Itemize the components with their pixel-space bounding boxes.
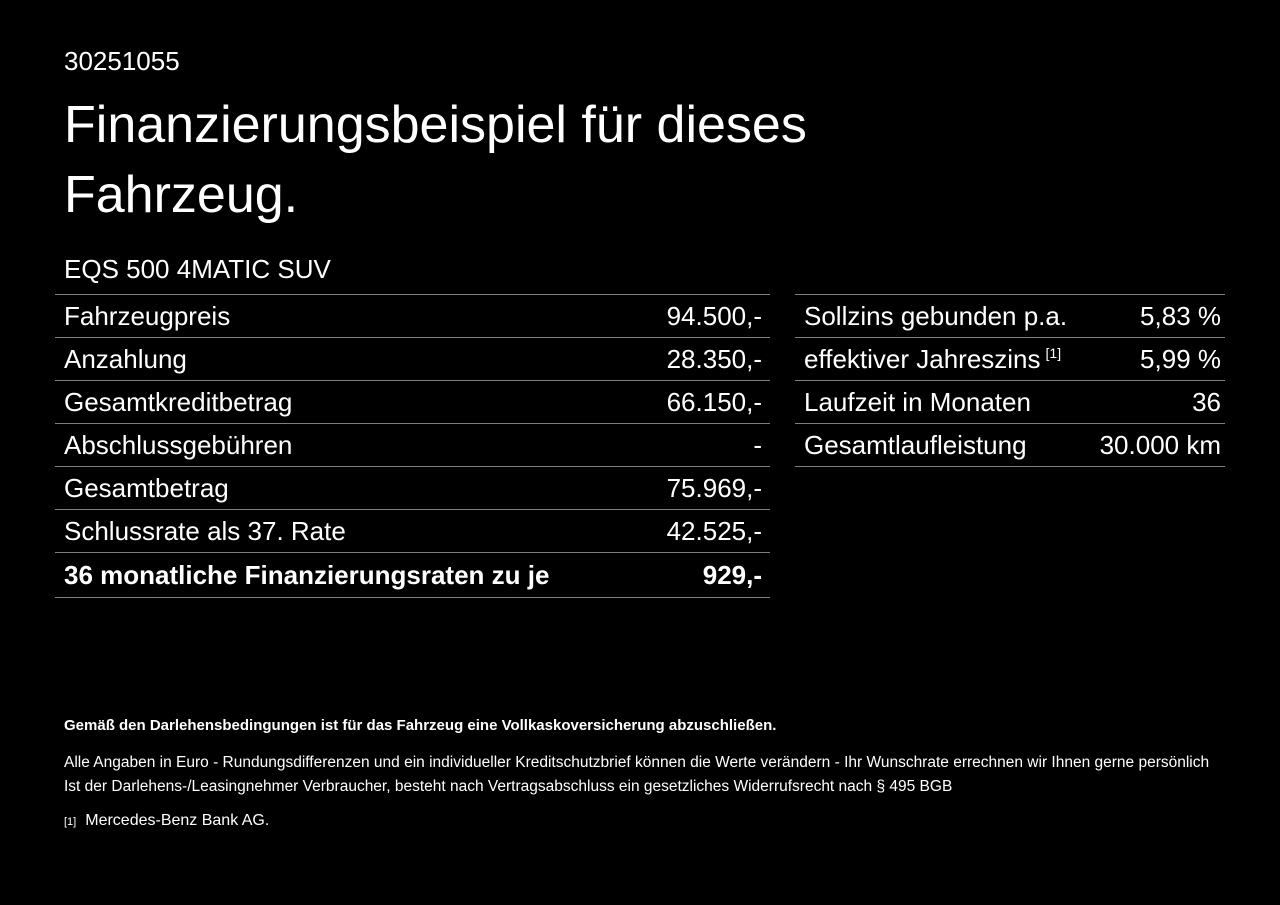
row-label: Schlussrate als 37. Rate (64, 515, 346, 546)
row-value: 36 (1192, 386, 1221, 417)
footnote-marker: [1] (64, 816, 77, 828)
insurance-note: Gemäß den Darlehensbedingungen ist für d… (64, 717, 777, 734)
table-row: Anzahlung 28.350,- (55, 337, 770, 381)
table-row: Gesamtlaufleistung 30.000 km (795, 423, 1225, 467)
row-value: - (753, 429, 762, 460)
row-value: 66.150,- (666, 386, 762, 417)
table-row-monthly-rate: 36 monatliche Finanzierungsraten zu je 9… (55, 552, 770, 598)
row-label: effektiver Jahreszins [1] (795, 338, 1061, 381)
row-label: Anzahlung (64, 343, 187, 374)
finance-details-table: Fahrzeugpreis 94.500,- Anzahlung 28.350,… (55, 294, 770, 598)
row-label: Gesamtlaufleistung (804, 429, 1027, 460)
table-row: Schlussrate als 37. Rate 42.525,- (55, 509, 770, 553)
table-row: Gesamtbetrag 75.969,- (55, 466, 770, 510)
finance-tables: Fahrzeugpreis 94.500,- Anzahlung 28.350,… (55, 294, 1225, 598)
row-label: Sollzins gebunden p.a. (804, 300, 1068, 331)
disclaimer-line-2: Ist der Darlehens-/Leasingnehmer Verbrau… (64, 778, 953, 795)
row-value: 5,99 % (1140, 343, 1221, 374)
row-label: Laufzeit in Monaten (804, 386, 1031, 417)
row-label-text: effektiver Jahreszins (804, 343, 1041, 374)
row-label: Gesamtbetrag (64, 472, 229, 503)
row-label: Fahrzeugpreis (64, 300, 231, 331)
vehicle-model: EQS 500 4MATIC SUV (64, 254, 331, 284)
row-value: 30.000 km (1099, 429, 1221, 460)
row-value: 929,- (702, 559, 762, 590)
row-value: 94.500,- (666, 300, 762, 331)
footnote-text: Mercedes-Benz Bank AG. (85, 812, 270, 829)
table-row: Laufzeit in Monaten 36 (795, 380, 1225, 424)
row-value: 75.969,- (666, 472, 762, 503)
legal-footer: Gemäß den Darlehensbedingungen ist für d… (64, 716, 1225, 831)
row-label: Abschlussgebühren (64, 429, 293, 460)
footnote: [1] Mercedes-Benz Bank AG. (64, 811, 1225, 831)
document-number: 30251055 (64, 46, 180, 76)
disclaimer-line-1: Alle Angaben in Euro - Rundungsdifferenz… (64, 754, 1210, 771)
row-label: Gesamtkreditbetrag (64, 386, 293, 417)
footnote-marker: [1] (1045, 344, 1062, 361)
page-title: Finanzierungsbeispiel für dieses Fahrzeu… (64, 96, 807, 224)
conditions-table: Sollzins gebunden p.a. 5,83 % effektiver… (795, 294, 1225, 467)
table-row: Sollzins gebunden p.a. 5,83 % (795, 294, 1225, 338)
table-row: effektiver Jahreszins [1] 5,99 % (795, 337, 1225, 381)
table-row: Gesamtkreditbetrag 66.150,- (55, 380, 770, 424)
row-value: 28.350,- (666, 343, 762, 374)
table-row: Fahrzeugpreis 94.500,- (55, 294, 770, 338)
row-value: 5,83 % (1140, 300, 1221, 331)
table-row: Abschlussgebühren - (55, 423, 770, 467)
row-label: 36 monatliche Finanzierungsraten zu je (64, 559, 550, 590)
row-value: 42.525,- (666, 515, 762, 546)
